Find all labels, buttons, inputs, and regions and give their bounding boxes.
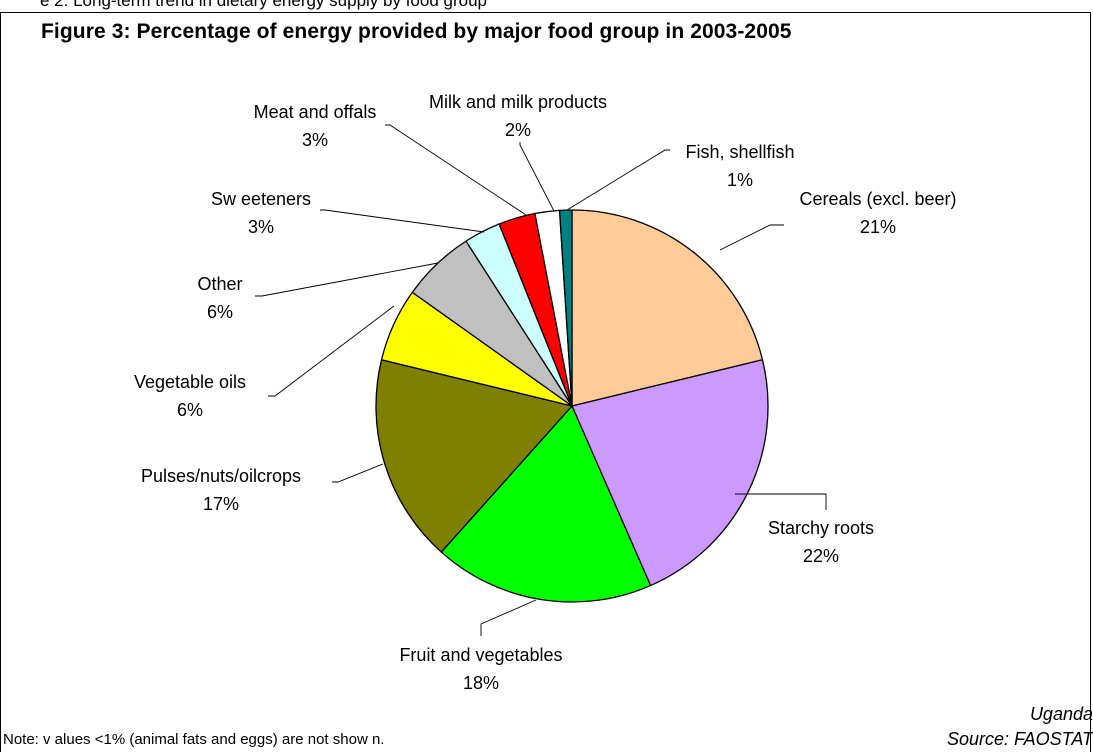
- pie-slice-starchy-roots: [571, 359, 769, 587]
- pie-slice-cereals-excl-beer: [571, 209, 764, 407]
- slice-label: Fish, shellfish: [685, 142, 794, 162]
- leader-line: [332, 463, 384, 483]
- figure-frame: [0, 12, 1091, 752]
- leader-line: [566, 149, 670, 211]
- slice-value-label: 2%: [505, 120, 531, 140]
- slice-value-label: 21%: [860, 217, 896, 237]
- source-label: Source: FAOSTAT: [946, 729, 1093, 749]
- slice-label: Milk and milk products: [429, 92, 607, 112]
- pie-slice-pulses-nuts-oilcrops: [375, 359, 574, 553]
- slice-label: Sw eeteners: [211, 189, 311, 209]
- pie-slice-fish-shellfish: [558, 209, 573, 407]
- slice-value-label: 18%: [463, 673, 499, 693]
- leader-line: [320, 209, 485, 233]
- leader-line: [385, 124, 527, 216]
- slice-label: Meat and offals: [254, 102, 377, 122]
- slice-label: Starchy roots: [768, 518, 874, 538]
- pie-slice-fruit-and-vegetables: [440, 404, 652, 603]
- figure-title: Figure 3: Percentage of energy provided …: [41, 20, 792, 43]
- country-label: Uganda: [1029, 704, 1093, 724]
- leader-line: [519, 142, 555, 212]
- slice-label: Vegetable oils: [134, 372, 246, 392]
- slice-value-label: 22%: [803, 546, 839, 566]
- cut-off-header: e 2: Long-term trend in dietary energy s…: [0, 0, 1093, 12]
- slice-value-label: 6%: [177, 400, 203, 420]
- slice-value-label: 1%: [727, 170, 753, 190]
- footnote: Note: v alues <1% (animal fats and eggs)…: [3, 731, 385, 748]
- leader-line: [480, 599, 537, 636]
- slice-value-label: 17%: [203, 494, 239, 514]
- cut-off-header-text: e 2: Long-term trend in dietary energy s…: [40, 0, 487, 10]
- leader-line: [719, 224, 784, 251]
- slice-value-label: 3%: [302, 130, 328, 150]
- leader-line: [735, 493, 827, 510]
- leader-line: [255, 262, 439, 297]
- slice-label: Other: [197, 274, 242, 294]
- slice-value-label: 6%: [207, 302, 233, 322]
- slice-value-label: 3%: [248, 217, 274, 237]
- slice-label: Pulses/nuts/oilcrops: [141, 466, 301, 486]
- leader-line: [268, 305, 395, 397]
- slice-label: Fruit and vegetables: [399, 645, 562, 665]
- slice-label: Cereals (excl. beer): [799, 189, 956, 209]
